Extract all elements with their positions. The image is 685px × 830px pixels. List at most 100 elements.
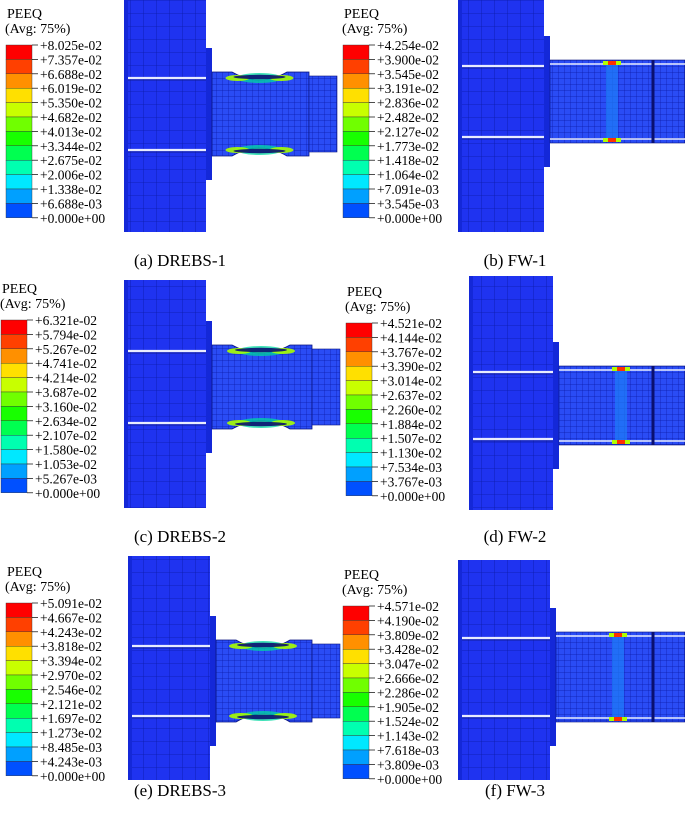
legend-swatch	[345, 481, 373, 496]
panel-d: PEEQ(Avg: 75%)+4.521e-02+4.144e-02+3.767…	[345, 276, 685, 546]
legend-swatch	[5, 646, 33, 661]
legend-value: +2.970e-02	[40, 668, 102, 683]
legend-value: +3.545e-03	[377, 196, 439, 211]
legend-value: +3.160e-02	[35, 399, 97, 414]
reduced-link	[215, 639, 313, 723]
legend-value: +1.143e-02	[377, 729, 439, 744]
panel-a: PEEQ(Avg: 75%)+8.025e-02+7.357e-02+6.688…	[5, 0, 338, 270]
legend-swatch	[5, 631, 33, 647]
legend-title: PEEQ	[7, 7, 42, 22]
column-flange	[124, 280, 128, 508]
fe-model	[128, 556, 341, 780]
legend-value: +0.000e+00	[40, 769, 105, 784]
legend-subtitle: (Avg: 75%)	[5, 22, 71, 37]
column-flange	[458, 560, 462, 780]
legend-value: +1.273e-02	[40, 726, 102, 741]
legend-subtitle: (Avg: 75%)	[342, 583, 408, 598]
legend-value: +1.338e-02	[40, 182, 102, 197]
legend-value: +2.836e-02	[377, 96, 439, 111]
legend-subtitle: (Avg: 75%)	[5, 580, 71, 595]
legend-swatch	[0, 319, 28, 335]
legend-value: +2.006e-02	[40, 168, 102, 183]
fe-model	[124, 280, 341, 508]
legend-value: +8.025e-02	[40, 38, 102, 53]
legend-value: +1.130e-02	[380, 446, 442, 461]
legend-value: +5.350e-02	[40, 96, 102, 111]
legend-swatch	[342, 677, 370, 693]
legend-swatch	[345, 423, 373, 439]
legend-title: PEEQ	[344, 568, 379, 583]
legend-value: +3.900e-02	[377, 52, 439, 67]
legend: PEEQ(Avg: 75%)+4.254e-02+3.900e-02+3.545…	[342, 7, 442, 226]
legend-swatch	[5, 131, 33, 146]
legend-swatch	[345, 337, 373, 352]
legend-swatch	[342, 203, 370, 218]
legend-value: +2.286e-02	[377, 685, 439, 700]
legend-swatch	[342, 692, 370, 708]
beam-stub	[308, 75, 338, 153]
legend-value: +0.000e+00	[380, 489, 445, 504]
panel-caption: (a) DREBS-1	[134, 251, 226, 270]
legend-value: +3.818e-02	[40, 639, 102, 654]
legend-value: +5.267e-02	[35, 342, 97, 357]
legend-swatch	[5, 746, 33, 762]
legend-swatch	[345, 409, 373, 424]
legend-swatch	[342, 620, 370, 636]
legend-value: +3.809e-03	[377, 757, 439, 772]
legend-swatch	[342, 87, 370, 103]
legend-swatch	[342, 764, 370, 780]
end-plate	[206, 321, 212, 453]
legend-swatch	[5, 732, 33, 748]
legend-value: +3.767e-02	[380, 345, 442, 360]
legend-value: +3.545e-02	[377, 67, 439, 82]
legend-swatch	[345, 366, 373, 381]
legend-swatch	[345, 351, 373, 367]
legend-value: +4.243e-03	[40, 754, 102, 769]
legend-value: +3.014e-02	[380, 374, 442, 389]
legend-value: +2.546e-02	[40, 682, 102, 697]
legend-swatch	[0, 478, 28, 493]
column	[462, 0, 544, 232]
legend-value: +3.390e-02	[380, 359, 442, 374]
legend-value: +4.243e-02	[40, 625, 102, 640]
end-plate	[210, 616, 216, 746]
beam-stub	[311, 348, 341, 426]
legend-value: +4.741e-02	[35, 356, 97, 371]
legend-swatch	[342, 188, 370, 204]
legend-swatch	[342, 59, 370, 75]
legend-swatch	[0, 334, 28, 349]
column	[128, 280, 206, 508]
legend-swatch	[5, 145, 33, 161]
legend-value: +2.121e-02	[40, 697, 102, 712]
legend-value: +5.267e-03	[35, 471, 97, 486]
legend-swatch	[5, 188, 33, 204]
panel-e: PEEQ(Avg: 75%)+5.091e-02+4.667e-02+4.243…	[5, 556, 341, 800]
legend-swatch	[342, 649, 370, 664]
legend-value: +2.666e-02	[377, 671, 439, 686]
legend-swatch	[5, 718, 33, 733]
legend-swatch	[0, 363, 28, 378]
end-plate	[206, 48, 212, 180]
legend-swatch	[342, 735, 370, 751]
legend-value: +3.428e-02	[377, 642, 439, 657]
legend-swatch	[345, 394, 373, 410]
legend-value: +4.254e-02	[377, 38, 439, 53]
legend-swatch	[342, 116, 370, 132]
legend-value: +1.773e-02	[377, 139, 439, 154]
legend-title: PEEQ	[347, 285, 382, 300]
plastic-hinge	[606, 62, 618, 141]
legend-value: +5.794e-02	[35, 327, 97, 342]
legend-swatch	[342, 159, 370, 175]
legend-value: +2.637e-02	[380, 388, 442, 403]
legend: PEEQ(Avg: 75%)+4.571e-02+4.190e-02+3.809…	[342, 568, 442, 787]
fe-model	[124, 0, 338, 232]
legend-value: +4.013e-02	[40, 124, 102, 139]
legend-value: +1.064e-02	[377, 168, 439, 183]
legend-value: +3.047e-02	[377, 657, 439, 672]
legend-value: +1.053e-02	[35, 457, 97, 472]
legend-swatch	[0, 435, 28, 450]
legend-swatch	[5, 102, 33, 118]
legend-swatch	[342, 721, 370, 736]
legend-value: +4.667e-02	[40, 610, 102, 625]
